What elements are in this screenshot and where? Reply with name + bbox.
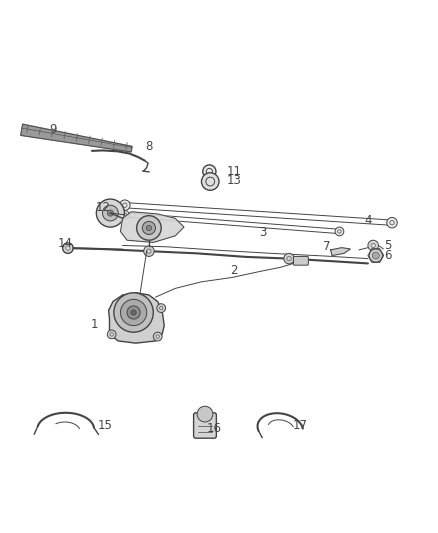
Circle shape	[120, 300, 147, 326]
Text: 6: 6	[384, 249, 392, 262]
Circle shape	[153, 332, 162, 341]
Circle shape	[114, 293, 153, 332]
Text: 12: 12	[95, 201, 110, 214]
Circle shape	[368, 240, 378, 251]
Text: 1: 1	[90, 318, 98, 331]
FancyBboxPatch shape	[194, 413, 216, 438]
Circle shape	[157, 304, 166, 312]
Circle shape	[144, 246, 154, 256]
Circle shape	[201, 173, 219, 190]
Circle shape	[369, 249, 382, 262]
Text: 2: 2	[230, 264, 238, 277]
Text: 7: 7	[322, 240, 330, 253]
Circle shape	[142, 221, 155, 235]
Circle shape	[120, 200, 130, 211]
Text: 17: 17	[293, 418, 307, 432]
Text: 14: 14	[57, 237, 72, 250]
Circle shape	[107, 210, 113, 216]
Polygon shape	[109, 293, 164, 343]
Text: 8: 8	[145, 140, 152, 152]
Circle shape	[197, 406, 213, 422]
Text: 5: 5	[384, 239, 391, 252]
Polygon shape	[21, 124, 132, 152]
Circle shape	[146, 225, 152, 231]
Text: 3: 3	[259, 226, 266, 239]
Circle shape	[127, 306, 140, 319]
Circle shape	[137, 216, 161, 240]
Circle shape	[372, 252, 379, 259]
Circle shape	[284, 253, 294, 264]
Text: 15: 15	[98, 418, 113, 432]
Text: 13: 13	[227, 174, 242, 187]
Circle shape	[102, 205, 118, 221]
Circle shape	[203, 165, 216, 178]
Text: 11: 11	[227, 165, 242, 177]
Circle shape	[387, 217, 397, 228]
Text: 9: 9	[49, 123, 57, 136]
Circle shape	[63, 243, 73, 253]
Text: 16: 16	[207, 422, 222, 435]
Text: 4: 4	[364, 214, 372, 227]
Polygon shape	[120, 212, 184, 243]
Circle shape	[335, 227, 344, 236]
Circle shape	[120, 211, 129, 219]
FancyBboxPatch shape	[293, 256, 308, 265]
Circle shape	[107, 330, 116, 339]
Circle shape	[131, 310, 136, 315]
Polygon shape	[331, 248, 350, 255]
Circle shape	[96, 199, 124, 227]
